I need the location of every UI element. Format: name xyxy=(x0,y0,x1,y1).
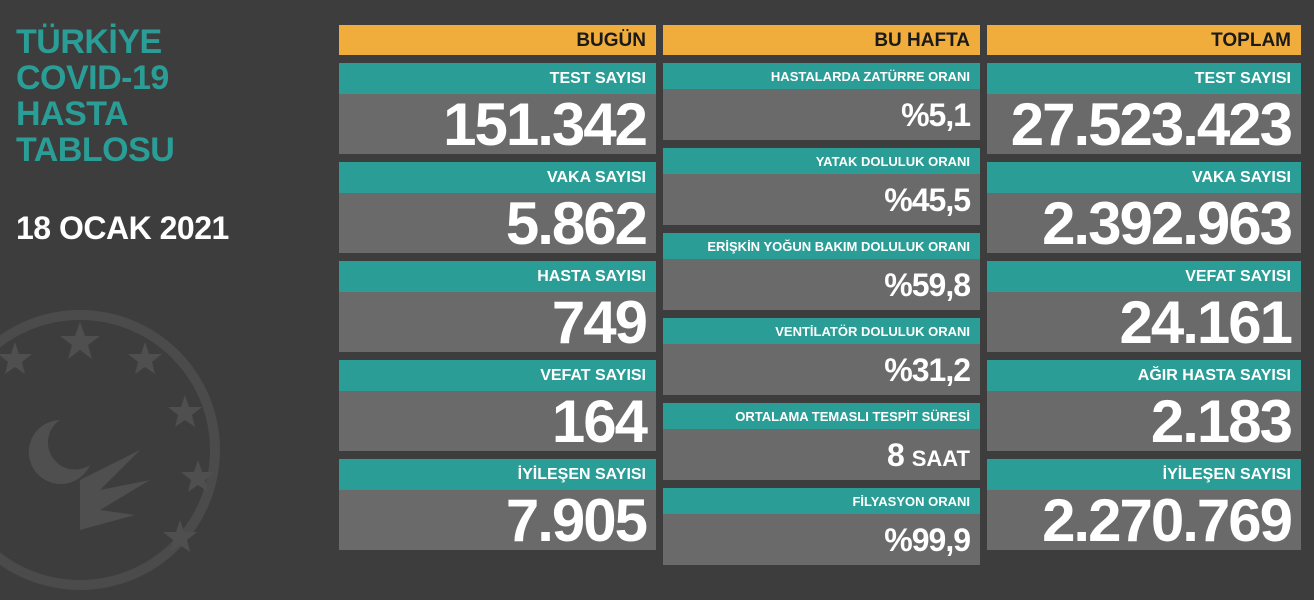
stat-card: İYİLEŞEN SAYISI 2.270.769 xyxy=(987,459,1301,550)
stat-card: TEST SAYISI 27.523.423 xyxy=(987,63,1301,154)
stat-label: VAKA SAYISI xyxy=(339,162,656,193)
week-header: BU HAFTA xyxy=(663,25,980,55)
stat-card: HASTA SAYISI 749 xyxy=(339,261,656,352)
title-line: HASTA xyxy=(16,95,129,133)
week-column: BU HAFTA HASTALARDA ZATÜRRE ORANI %5,1 Y… xyxy=(663,25,980,565)
stat-label: TEST SAYISI xyxy=(339,63,656,94)
stat-label: FİLYASYON ORANI xyxy=(663,488,980,514)
stat-value: 2.392.963 xyxy=(987,193,1301,253)
total-header: TOPLAM xyxy=(987,25,1301,55)
stat-label: ORTALAMA TEMASLI TESPİT SÜRESİ xyxy=(663,403,980,429)
stat-card: VEFAT SAYISI 164 xyxy=(339,360,656,451)
stat-value: %59,8 xyxy=(663,259,980,310)
stat-card: FİLYASYON ORANI %99,9 xyxy=(663,488,980,565)
stat-card: AĞIR HASTA SAYISI 2.183 xyxy=(987,360,1301,451)
stat-card: VEFAT SAYISI 24.161 xyxy=(987,261,1301,352)
stat-card: VAKA SAYISI 5.862 xyxy=(339,162,656,253)
stat-label: TEST SAYISI xyxy=(987,63,1301,94)
stat-card: ERİŞKİN YOĞUN BAKIM DOLULUK ORANI %59,8 xyxy=(663,233,980,310)
title-line: TÜRKİYE xyxy=(16,23,162,61)
stat-label: VENTİLATÖR DOLULUK ORANI xyxy=(663,318,980,344)
stat-card: VAKA SAYISI 2.392.963 xyxy=(987,162,1301,253)
stat-value: 749 xyxy=(339,292,656,352)
report-date: 18 OCAK 2021 xyxy=(16,210,229,246)
stat-unit: SAAT xyxy=(911,446,970,471)
stat-value: %45,5 xyxy=(663,174,980,225)
stat-value: 2.183 xyxy=(987,391,1301,451)
ministry-emblem-icon xyxy=(0,310,220,590)
stat-card: HASTALARDA ZATÜRRE ORANI %5,1 xyxy=(663,63,980,140)
stat-value: 5.862 xyxy=(339,193,656,253)
page-title: TÜRKİYE COVID-19 HASTA TABLOSU xyxy=(16,24,316,168)
stat-card: İYİLEŞEN SAYISI 7.905 xyxy=(339,459,656,550)
stat-value: 7.905 xyxy=(339,490,656,550)
stat-number: 8 xyxy=(887,437,905,473)
stat-value: %99,9 xyxy=(663,514,980,565)
stat-card: ORTALAMA TEMASLI TESPİT SÜRESİ 8 SAAT xyxy=(663,403,980,480)
stat-value: 24.161 xyxy=(987,292,1301,352)
stat-label: VEFAT SAYISI xyxy=(339,360,656,391)
stat-value: %5,1 xyxy=(663,89,980,140)
stat-label: ERİŞKİN YOĞUN BAKIM DOLULUK ORANI xyxy=(663,233,980,259)
stat-value: 27.523.423 xyxy=(987,94,1301,154)
today-column: BUGÜN TEST SAYISI 151.342 VAKA SAYISI 5.… xyxy=(339,25,656,550)
stat-label: HASTA SAYISI xyxy=(339,261,656,292)
stat-label: YATAK DOLULUK ORANI xyxy=(663,148,980,174)
total-column: TOPLAM TEST SAYISI 27.523.423 VAKA SAYIS… xyxy=(987,25,1301,550)
today-header: BUGÜN xyxy=(339,25,656,55)
stat-label: VAKA SAYISI xyxy=(987,162,1301,193)
stat-label: AĞIR HASTA SAYISI xyxy=(987,360,1301,391)
stat-value: 8 SAAT xyxy=(663,429,980,480)
stat-label: İYİLEŞEN SAYISI xyxy=(987,459,1301,490)
title-line: TABLOSU xyxy=(16,131,175,169)
stat-card: YATAK DOLULUK ORANI %45,5 xyxy=(663,148,980,225)
stat-value: 151.342 xyxy=(339,94,656,154)
stat-value: 2.270.769 xyxy=(987,490,1301,550)
stat-label: VEFAT SAYISI xyxy=(987,261,1301,292)
stat-card: VENTİLATÖR DOLULUK ORANI %31,2 xyxy=(663,318,980,395)
stat-card: TEST SAYISI 151.342 xyxy=(339,63,656,154)
stat-value: %31,2 xyxy=(663,344,980,395)
title-line: COVID-19 xyxy=(16,59,169,97)
stat-label: HASTALARDA ZATÜRRE ORANI xyxy=(663,63,980,89)
stat-value: 164 xyxy=(339,391,656,451)
stat-label: İYİLEŞEN SAYISI xyxy=(339,459,656,490)
